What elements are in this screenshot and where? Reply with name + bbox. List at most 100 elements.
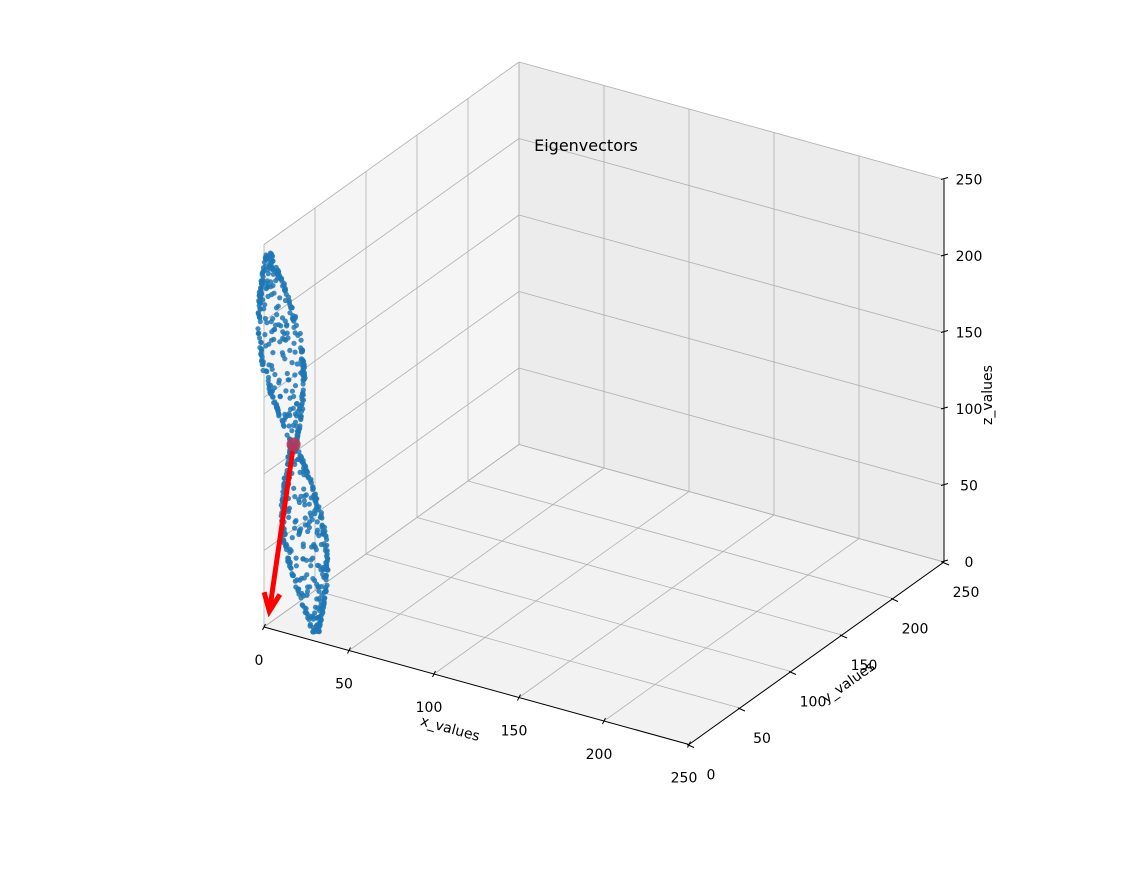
x-tick bbox=[262, 623, 266, 631]
axis-panes bbox=[264, 62, 944, 745]
eigenvector-arrow bbox=[266, 444, 297, 612]
data-point bbox=[299, 357, 306, 363]
data-point bbox=[292, 330, 298, 336]
data-point bbox=[311, 492, 317, 498]
data-point bbox=[285, 294, 292, 300]
eigenvector-arrowhead bbox=[261, 591, 283, 618]
data-point bbox=[270, 350, 276, 356]
data-point bbox=[314, 527, 321, 533]
data-point bbox=[280, 352, 286, 358]
x-tick-label: 50 bbox=[335, 677, 353, 693]
axis-ticks: 0 50 100 150 200 250 0 50 100 150 200 250 0 50 100 150 2… bbox=[255, 173, 983, 787]
data-point bbox=[265, 374, 272, 381]
x-tick bbox=[602, 717, 606, 725]
data-point bbox=[299, 402, 305, 408]
data-point bbox=[323, 563, 329, 569]
data-point bbox=[291, 485, 297, 491]
data-point bbox=[268, 292, 275, 298]
chart-title: Eigenvectors bbox=[534, 136, 638, 155]
data-point bbox=[298, 493, 304, 499]
data-point bbox=[269, 329, 275, 335]
data-point bbox=[310, 629, 317, 635]
data-point bbox=[258, 351, 264, 357]
data-point bbox=[298, 456, 304, 463]
data-point bbox=[300, 390, 306, 396]
data-point bbox=[263, 286, 269, 292]
z-tick-label: 200 bbox=[956, 249, 983, 265]
data-point bbox=[317, 623, 323, 629]
y-tick-label: 50 bbox=[753, 731, 771, 747]
data-point bbox=[256, 313, 262, 319]
grid-line-z-back bbox=[518, 214, 945, 333]
data-point bbox=[323, 572, 329, 579]
data-point bbox=[264, 320, 270, 326]
data-point bbox=[287, 347, 293, 353]
data-point bbox=[257, 319, 263, 325]
data-point bbox=[300, 541, 306, 547]
data-point bbox=[279, 278, 285, 284]
data-point bbox=[262, 332, 268, 338]
data-point bbox=[300, 381, 306, 387]
data-point bbox=[304, 588, 311, 595]
data-point bbox=[263, 343, 269, 349]
data-point bbox=[256, 335, 263, 341]
data-point bbox=[308, 480, 314, 486]
x-tick-label: 100 bbox=[416, 700, 443, 716]
z-tick bbox=[940, 177, 949, 180]
data-point bbox=[293, 322, 299, 328]
data-point bbox=[272, 371, 278, 378]
data-point bbox=[321, 524, 328, 530]
data-point bbox=[289, 571, 295, 577]
data-point bbox=[292, 494, 298, 500]
data-point bbox=[267, 250, 273, 256]
z-tick bbox=[940, 253, 949, 257]
data-point bbox=[291, 393, 297, 400]
x-tick-label: 250 bbox=[671, 771, 698, 787]
data-point bbox=[302, 502, 308, 508]
data-point bbox=[295, 586, 301, 592]
data-point bbox=[280, 329, 286, 335]
y-tick-label: 150 bbox=[851, 658, 878, 674]
data-point bbox=[261, 259, 267, 265]
data-point bbox=[281, 336, 288, 343]
mean-point bbox=[286, 437, 301, 452]
data-point bbox=[289, 388, 295, 394]
y-tick bbox=[890, 598, 899, 602]
data-point bbox=[292, 349, 298, 355]
data-point bbox=[273, 305, 280, 311]
data-point bbox=[322, 544, 328, 550]
data-point bbox=[321, 530, 327, 536]
grid-line-y-floor bbox=[416, 517, 843, 636]
data-point bbox=[287, 310, 293, 316]
x-tick bbox=[347, 647, 351, 654]
data-point bbox=[301, 498, 307, 504]
data-point bbox=[262, 315, 268, 322]
data-point bbox=[284, 370, 290, 377]
data-point bbox=[315, 584, 321, 590]
data-point bbox=[280, 422, 286, 428]
data-point bbox=[324, 582, 330, 589]
data-point bbox=[269, 264, 275, 270]
grid-line-z-back bbox=[518, 291, 945, 410]
data-point bbox=[306, 501, 312, 507]
data-point bbox=[272, 322, 279, 328]
data-point bbox=[284, 330, 290, 336]
data-point bbox=[292, 372, 298, 378]
data-point bbox=[267, 382, 274, 388]
data-point bbox=[261, 306, 267, 312]
eigen-overlay bbox=[261, 437, 301, 618]
y-tick-label: 0 bbox=[707, 768, 716, 784]
data-point bbox=[289, 428, 295, 434]
data-point bbox=[303, 492, 309, 498]
data-point bbox=[299, 362, 305, 368]
data-point bbox=[275, 272, 281, 278]
data-point bbox=[271, 385, 277, 391]
data-point bbox=[308, 563, 314, 569]
z-tick-label: 250 bbox=[956, 173, 983, 189]
grid-line-x-floor bbox=[433, 491, 690, 675]
data-point bbox=[293, 401, 300, 407]
data-point bbox=[318, 567, 324, 573]
data-point bbox=[318, 541, 324, 548]
y-tick bbox=[788, 671, 797, 675]
y-tick bbox=[941, 561, 950, 566]
